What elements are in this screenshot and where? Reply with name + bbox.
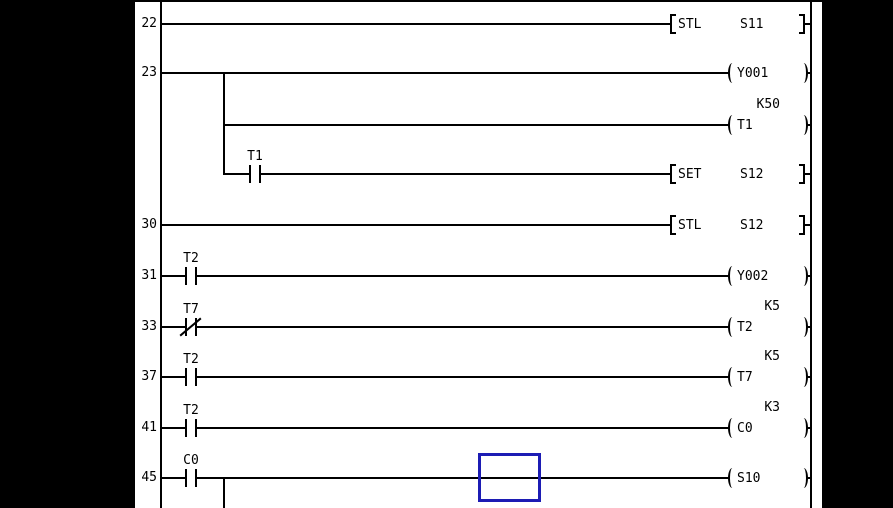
contact-leg-left [185, 419, 187, 437]
coil-operand: Y001 [737, 66, 769, 81]
branch-wire [223, 72, 225, 175]
coil-open-paren [728, 115, 737, 135]
contact-leg-right [195, 419, 197, 437]
contact-leg-left [185, 469, 187, 487]
instruction-operand: S12 [740, 167, 764, 182]
rung-wire [162, 477, 185, 479]
contact-label: C0 [183, 453, 199, 468]
coil-close-paren [799, 115, 808, 135]
rung-wire [225, 173, 249, 175]
step-number: 45 [141, 470, 157, 485]
coil-open-paren [728, 468, 737, 488]
instruction-close-bracket [799, 215, 805, 235]
instruction-name: STL [678, 17, 702, 32]
instruction-open-bracket [670, 215, 676, 235]
k-constant-label: K50 [756, 97, 780, 112]
coil-open-paren [728, 418, 737, 438]
rung-wire [225, 124, 730, 126]
rung-wire [162, 427, 185, 429]
rung-wire [197, 376, 730, 378]
contact-leg-right [195, 469, 197, 487]
instruction-open-bracket [670, 164, 676, 184]
rung-wire [805, 173, 810, 175]
rung-wire [806, 124, 810, 126]
rung-wire [806, 477, 810, 479]
contact-leg-left [249, 165, 251, 183]
contact-label: T2 [183, 251, 199, 266]
rung-wire [806, 72, 810, 74]
coil-operand: T1 [737, 118, 753, 133]
instruction-operand: S11 [740, 17, 764, 32]
coil-close-paren [799, 266, 808, 286]
rung-wire [805, 224, 810, 226]
contact-leg-right [195, 318, 197, 336]
rung-wire [805, 23, 810, 25]
rung-wire [162, 23, 670, 25]
rung-wire [806, 326, 810, 328]
contact-leg-right [259, 165, 261, 183]
contact-label: T2 [183, 403, 199, 418]
coil-open-paren [728, 63, 737, 83]
instruction-name: SET [678, 167, 702, 182]
contact-leg-right [195, 368, 197, 386]
rung-wire [261, 173, 670, 175]
coil-operand: Y002 [737, 269, 769, 284]
contact-label: T1 [247, 149, 263, 164]
coil-operand: C0 [737, 421, 753, 436]
branch-wire [223, 477, 225, 508]
coil-operand: T7 [737, 370, 753, 385]
rung-wire [162, 326, 185, 328]
coil-open-paren [728, 317, 737, 337]
coil-operand: T2 [737, 320, 753, 335]
contact-leg-left [185, 318, 187, 336]
coil-close-paren [799, 468, 808, 488]
rung-wire [806, 376, 810, 378]
coil-close-paren [799, 63, 808, 83]
step-number: 33 [141, 319, 157, 334]
coil-open-paren [728, 266, 737, 286]
instruction-close-bracket [799, 14, 805, 34]
contact-leg-left [185, 267, 187, 285]
edit-cursor[interactable] [478, 453, 541, 502]
instruction-operand: S12 [740, 218, 764, 233]
k-constant-label: K5 [764, 349, 780, 364]
coil-close-paren [799, 317, 808, 337]
contact-leg-right [195, 267, 197, 285]
step-number: 22 [141, 16, 157, 31]
rung-wire [197, 427, 730, 429]
instruction-name: STL [678, 218, 702, 233]
contact-label: T7 [183, 302, 199, 317]
rung-wire [197, 477, 730, 479]
rung-wire [162, 72, 730, 74]
step-number: 41 [141, 420, 157, 435]
contact-leg-left [185, 368, 187, 386]
rung-wire [162, 275, 185, 277]
rung-wire [162, 376, 185, 378]
instruction-close-bracket [799, 164, 805, 184]
right-power-rail [810, 2, 812, 508]
coil-operand: S10 [737, 471, 761, 486]
step-number: 30 [141, 217, 157, 232]
left-power-rail [160, 2, 162, 508]
contact-label: T2 [183, 352, 199, 367]
k-constant-label: K5 [764, 299, 780, 314]
step-number: 23 [141, 65, 157, 80]
k-constant-label: K3 [764, 400, 780, 415]
rung-wire [806, 427, 810, 429]
coil-close-paren [799, 367, 808, 387]
step-number: 31 [141, 268, 157, 283]
rung-wire [806, 275, 810, 277]
coil-open-paren [728, 367, 737, 387]
step-number: 37 [141, 369, 157, 384]
ladder-canvas [135, 2, 822, 508]
rung-wire [197, 326, 730, 328]
rung-wire [162, 224, 670, 226]
instruction-open-bracket [670, 14, 676, 34]
coil-close-paren [799, 418, 808, 438]
rung-wire [197, 275, 730, 277]
